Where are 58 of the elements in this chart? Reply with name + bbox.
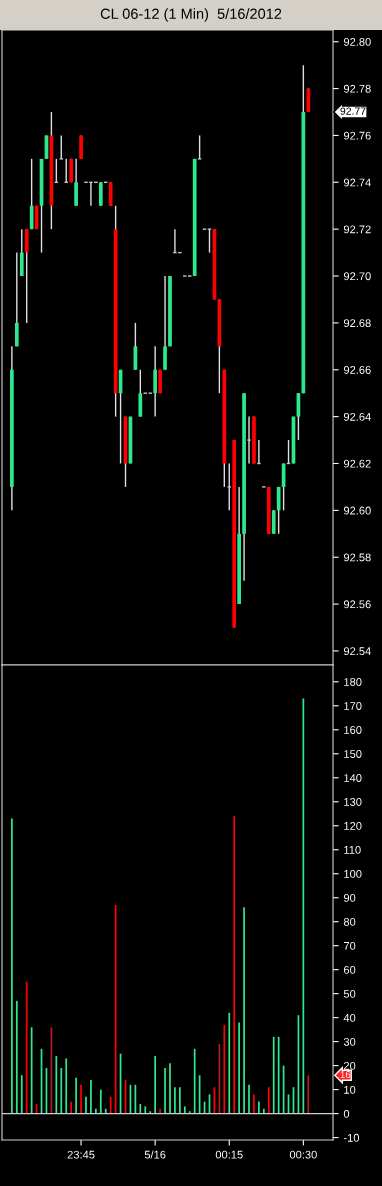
candlestick xyxy=(19,228,24,277)
candlestick xyxy=(58,134,64,160)
y-tick-label: 140 xyxy=(344,774,362,782)
candlestick xyxy=(271,509,276,535)
candlestick xyxy=(246,415,252,465)
candlestick xyxy=(138,369,143,418)
candlestick xyxy=(207,228,212,254)
y-tick-label: 170 xyxy=(344,702,362,710)
text: 16 xyxy=(340,1070,351,1078)
y-tick-label: 92.64 xyxy=(343,412,371,421)
y-tick-label: 10 xyxy=(344,1085,356,1094)
y-tick-label: 130 xyxy=(344,798,362,806)
candlestick xyxy=(98,181,103,207)
y-tick-label: 92.68 xyxy=(343,319,371,328)
y-tick-label: 180 xyxy=(344,678,362,686)
y-tick-label: 20 xyxy=(343,1061,356,1070)
y-tick-label: 92.70 xyxy=(343,272,371,281)
candlestick xyxy=(108,181,113,207)
candlestick xyxy=(24,228,29,324)
y-tick-label: -10 xyxy=(343,1133,360,1142)
x-tick-label: 23:45 xyxy=(67,1150,95,1159)
y-tick-label: 92.74 xyxy=(343,178,371,187)
candlestick xyxy=(153,345,157,418)
candlestick xyxy=(276,486,281,535)
y-tick-label: 110 xyxy=(344,845,361,854)
y-tick-label: 92.66 xyxy=(343,366,371,374)
y-tick-label: 92.78 xyxy=(343,84,371,93)
y-tick-label: 0 xyxy=(343,1109,350,1118)
text: 92.77 xyxy=(340,107,366,115)
y-tick-label: 50 xyxy=(343,989,356,998)
candlestick xyxy=(197,134,203,160)
chart-title: CL 06-12 (1 Min) 5/16/2012 xyxy=(100,8,282,22)
x-tick-label: 5/16 xyxy=(144,1150,166,1159)
y-tick-label: 120 xyxy=(344,822,362,830)
y-tick-label: 92.56 xyxy=(343,600,371,609)
y-tick-label: 40 xyxy=(343,1013,356,1022)
candlestick xyxy=(226,462,232,512)
candlestick xyxy=(79,134,83,160)
y-tick-label: 92.80 xyxy=(343,37,371,46)
x-tick-label: 00:15 xyxy=(215,1150,243,1159)
y-tick-label: 92.72 xyxy=(343,225,371,234)
x-tick-label: 00:30 xyxy=(289,1150,317,1159)
y-tick-label: 90 xyxy=(343,893,356,902)
y-tick-label: 150 xyxy=(344,750,362,758)
y-tick-label: 30 xyxy=(343,1037,356,1046)
candlestick xyxy=(14,251,19,348)
y-tick-label: 70 xyxy=(343,941,356,950)
y-tick-label: 60 xyxy=(343,965,356,974)
y-tick-label: 100 xyxy=(344,869,362,878)
y-tick-label: 92.54 xyxy=(343,647,371,656)
candlestick xyxy=(163,275,167,371)
y-tick-label: 92.58 xyxy=(343,553,371,562)
candlestick xyxy=(74,158,78,207)
y-tick-label: 92.62 xyxy=(343,459,371,468)
y-tick-label: 92.76 xyxy=(343,131,371,140)
y-tick-label: 80 xyxy=(343,917,356,926)
y-tick-label: 160 xyxy=(344,726,362,734)
y-tick-label: 92.60 xyxy=(343,506,371,515)
